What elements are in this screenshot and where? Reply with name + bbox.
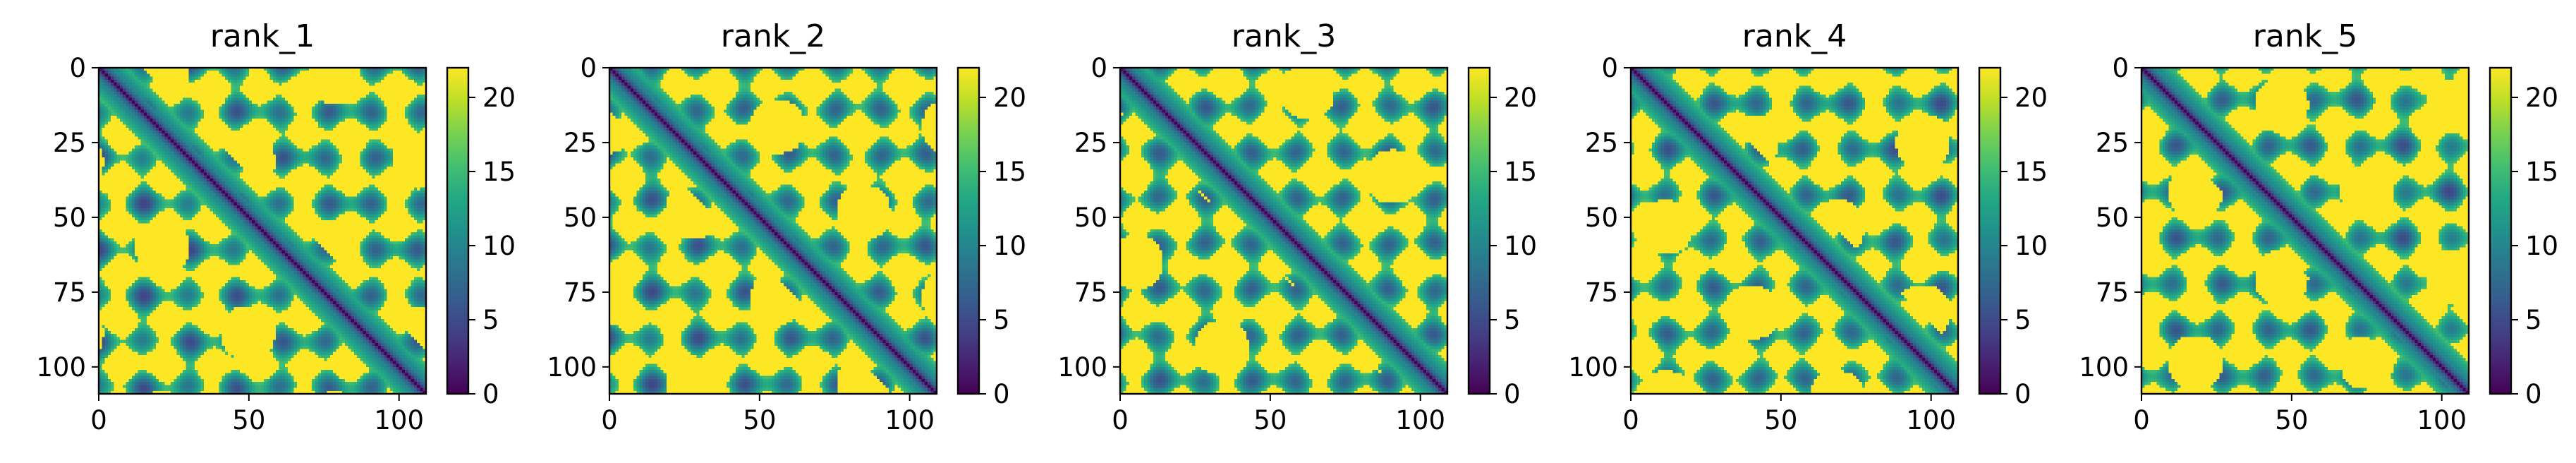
y-tick-label: 50 — [2096, 203, 2129, 233]
panel-title: rank_2 — [721, 18, 825, 54]
x-tick-label: 100 — [885, 405, 935, 435]
colorbar — [956, 66, 980, 395]
colorbar-tick-label: 5 — [2015, 305, 2031, 335]
panel-title: rank_3 — [1232, 18, 1336, 54]
x-tick-label: 50 — [1764, 405, 1797, 435]
y-tick-label: 75 — [1074, 277, 1107, 308]
heatmap-image — [2141, 68, 2469, 394]
y-tick-label: 0 — [2112, 53, 2129, 83]
x-tick-label: 100 — [1395, 405, 1445, 435]
y-tick-label: 100 — [36, 352, 86, 383]
heatmap-image — [609, 68, 937, 394]
colorbar-tick-label: 0 — [993, 379, 1010, 409]
colorbar-tick-label: 20 — [993, 83, 1026, 113]
x-tick-label: 0 — [90, 405, 107, 435]
colorbar — [1467, 66, 1491, 395]
axes-frame — [1629, 66, 1960, 395]
colorbar — [1978, 66, 2002, 395]
axes-frame — [2140, 66, 2470, 395]
x-tick-label: 50 — [2275, 405, 2308, 435]
colorbar-tick-label: 0 — [1504, 379, 1521, 409]
y-tick-label: 100 — [2079, 352, 2129, 383]
panel-title: rank_1 — [210, 18, 315, 54]
y-tick-label: 0 — [580, 53, 597, 83]
heatmap-image — [1120, 68, 1447, 394]
y-tick-label: 100 — [1568, 352, 1618, 383]
colorbar — [446, 66, 470, 395]
x-tick-label: 0 — [1112, 405, 1129, 435]
x-tick-label: 50 — [232, 405, 265, 435]
y-tick-label: 25 — [2096, 128, 2129, 158]
colorbar-tick-label: 0 — [2015, 379, 2031, 409]
y-tick-label: 25 — [1074, 128, 1107, 158]
colorbar-tick-label: 15 — [993, 157, 1026, 187]
panel-title: rank_4 — [1742, 18, 1847, 54]
y-tick-label: 25 — [53, 128, 86, 158]
y-tick-label: 100 — [1057, 352, 1107, 383]
y-tick-label: 75 — [2096, 277, 2129, 308]
y-tick-label: 25 — [1585, 128, 1618, 158]
heatmap-image — [99, 68, 426, 394]
colorbar-tick-label: 5 — [993, 305, 1010, 335]
heatmap-image — [1631, 68, 1958, 394]
colorbar-tick-label: 20 — [482, 83, 516, 113]
colorbar-tick-label: 20 — [2015, 83, 2048, 113]
colorbar-tick-label: 10 — [993, 231, 1026, 261]
x-tick-label: 50 — [743, 405, 776, 435]
y-tick-label: 0 — [69, 53, 86, 83]
y-tick-label: 50 — [564, 203, 597, 233]
colorbar-tick-label: 10 — [1504, 231, 1537, 261]
colorbar-tick-label: 5 — [482, 305, 499, 335]
y-tick-label: 75 — [1585, 277, 1618, 308]
colorbar-tick-label: 20 — [1504, 83, 1537, 113]
colorbar-tick-label: 20 — [2525, 83, 2558, 113]
x-tick-label: 0 — [1622, 405, 1639, 435]
y-tick-label: 75 — [564, 277, 597, 308]
x-tick-label: 100 — [374, 405, 424, 435]
y-tick-label: 75 — [53, 277, 86, 308]
colorbar-tick-label: 15 — [482, 157, 516, 187]
colorbar-tick-label: 5 — [1504, 305, 1521, 335]
colorbar-tick-label: 0 — [482, 379, 499, 409]
colorbar-tick-label: 0 — [2525, 379, 2542, 409]
x-tick-label: 0 — [601, 405, 618, 435]
axes-frame — [1119, 66, 1449, 395]
y-tick-label: 0 — [1601, 53, 1618, 83]
colorbar-tick-label: 10 — [482, 231, 516, 261]
colorbar-tick-label: 15 — [1504, 157, 1537, 187]
colorbar-tick-label: 15 — [2015, 157, 2048, 187]
x-tick-label: 100 — [2417, 405, 2467, 435]
colorbar-tick-label: 10 — [2525, 231, 2558, 261]
y-tick-label: 25 — [564, 128, 597, 158]
y-tick-label: 100 — [547, 352, 597, 383]
colorbar — [2489, 66, 2513, 395]
y-tick-label: 0 — [1090, 53, 1107, 83]
colorbar-tick-label: 15 — [2525, 157, 2558, 187]
y-tick-label: 50 — [1585, 203, 1618, 233]
axes-frame — [97, 66, 427, 395]
colorbar-tick-label: 10 — [2015, 231, 2048, 261]
x-tick-label: 50 — [1253, 405, 1287, 435]
y-tick-label: 50 — [53, 203, 86, 233]
x-tick-label: 100 — [1906, 405, 1956, 435]
y-tick-label: 50 — [1074, 203, 1107, 233]
panel-title: rank_5 — [2253, 18, 2357, 54]
axes-frame — [608, 66, 938, 395]
colorbar-tick-label: 5 — [2525, 305, 2542, 335]
x-tick-label: 0 — [2133, 405, 2150, 435]
